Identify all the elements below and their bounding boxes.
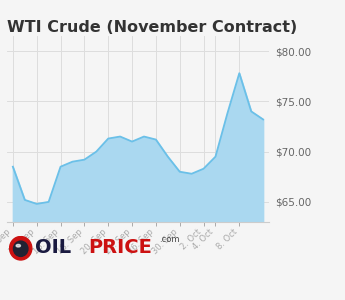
Text: PRICE: PRICE: [88, 238, 152, 257]
Text: OIL: OIL: [34, 238, 71, 257]
Ellipse shape: [16, 244, 20, 247]
Text: WTI Crude (November Contract): WTI Crude (November Contract): [7, 20, 297, 34]
Circle shape: [13, 241, 28, 256]
Text: .com: .com: [159, 236, 179, 244]
Circle shape: [10, 236, 32, 260]
